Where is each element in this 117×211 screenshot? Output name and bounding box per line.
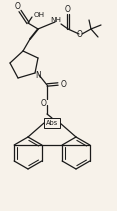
Text: O: O bbox=[15, 1, 21, 11]
Text: Abs: Abs bbox=[46, 120, 58, 126]
Text: OH: OH bbox=[34, 12, 45, 18]
Text: NH: NH bbox=[51, 17, 62, 23]
Text: O: O bbox=[77, 30, 83, 38]
Text: O: O bbox=[41, 99, 47, 107]
Text: O: O bbox=[61, 80, 67, 88]
Text: N: N bbox=[35, 70, 41, 80]
FancyBboxPatch shape bbox=[44, 118, 60, 128]
Text: O: O bbox=[65, 4, 71, 14]
